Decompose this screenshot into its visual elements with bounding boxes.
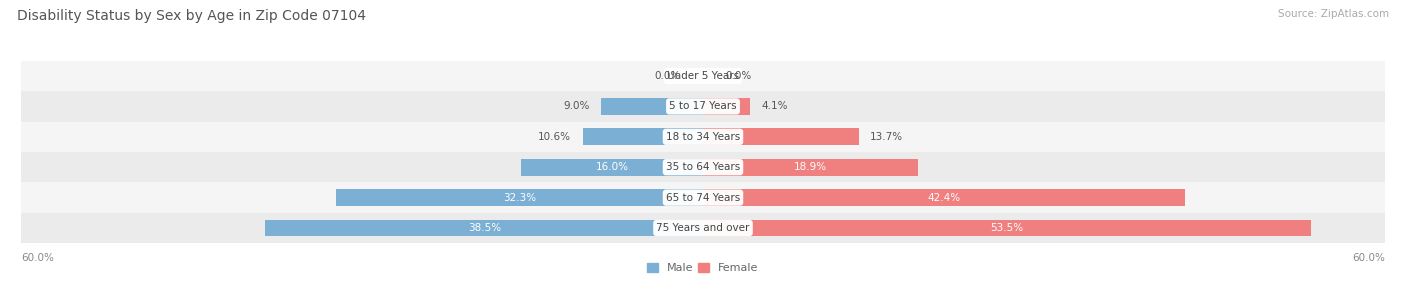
Bar bbox=[21, 213, 1385, 243]
Text: 13.7%: 13.7% bbox=[870, 132, 903, 142]
Bar bbox=[582, 128, 703, 145]
Text: 35 to 64 Years: 35 to 64 Years bbox=[666, 162, 740, 172]
Text: 65 to 74 Years: 65 to 74 Years bbox=[666, 193, 740, 202]
Text: 0.0%: 0.0% bbox=[654, 71, 681, 81]
Text: 60.0%: 60.0% bbox=[21, 253, 53, 263]
Bar bbox=[21, 182, 1385, 213]
Text: 9.0%: 9.0% bbox=[562, 102, 589, 111]
Text: 16.0%: 16.0% bbox=[596, 162, 628, 172]
Text: 75 Years and over: 75 Years and over bbox=[657, 223, 749, 233]
Bar bbox=[703, 159, 918, 176]
Bar bbox=[703, 98, 749, 115]
Bar bbox=[522, 159, 703, 176]
Text: 10.6%: 10.6% bbox=[538, 132, 571, 142]
Bar bbox=[21, 152, 1385, 182]
Text: 38.5%: 38.5% bbox=[468, 223, 501, 233]
Text: Disability Status by Sex by Age in Zip Code 07104: Disability Status by Sex by Age in Zip C… bbox=[17, 9, 366, 23]
Bar bbox=[21, 91, 1385, 122]
Bar bbox=[266, 220, 703, 237]
Text: 5 to 17 Years: 5 to 17 Years bbox=[669, 102, 737, 111]
Text: 4.1%: 4.1% bbox=[761, 102, 787, 111]
Text: 0.0%: 0.0% bbox=[725, 71, 752, 81]
Bar bbox=[21, 122, 1385, 152]
Bar bbox=[703, 189, 1185, 206]
Bar bbox=[600, 98, 703, 115]
Text: Source: ZipAtlas.com: Source: ZipAtlas.com bbox=[1278, 9, 1389, 19]
Text: 18.9%: 18.9% bbox=[794, 162, 827, 172]
Text: 18 to 34 Years: 18 to 34 Years bbox=[666, 132, 740, 142]
Text: 32.3%: 32.3% bbox=[503, 193, 536, 202]
Text: Under 5 Years: Under 5 Years bbox=[666, 71, 740, 81]
Text: 53.5%: 53.5% bbox=[990, 223, 1024, 233]
Text: 60.0%: 60.0% bbox=[1353, 253, 1385, 263]
Bar bbox=[703, 128, 859, 145]
Bar bbox=[703, 220, 1310, 237]
Bar bbox=[21, 61, 1385, 91]
Bar bbox=[336, 189, 703, 206]
Legend: Male, Female: Male, Female bbox=[643, 258, 763, 278]
Text: 42.4%: 42.4% bbox=[928, 193, 960, 202]
